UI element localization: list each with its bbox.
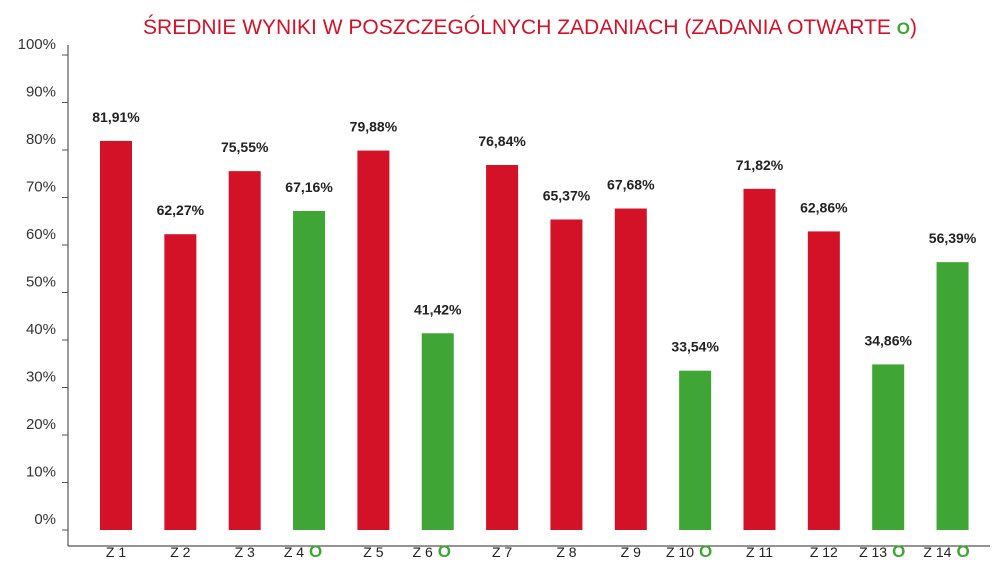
y-axis: 0% 10% 20% 30% 40% 50% 60% 70% 80% 90% 100% [18, 36, 69, 546]
category-label: Z 5 [363, 544, 383, 560]
y-tick-label: 100% [18, 36, 56, 53]
open-task-marker: O [438, 542, 451, 561]
category-label: Z 11 [746, 544, 773, 560]
data-label: 62,86% [800, 199, 848, 215]
bar-z-6 [421, 333, 454, 530]
open-task-marker: O [309, 542, 322, 561]
category-label: Z 10 O [666, 542, 712, 561]
data-label: 76,84% [478, 133, 526, 149]
data-label: 81,91% [92, 109, 140, 125]
bars-group [100, 140, 969, 531]
chart-title: ŚREDNIE WYNIKI W POSZCZEGÓLNYCH ZADANIAC… [143, 15, 917, 39]
data-label: 79,88% [350, 119, 398, 135]
y-tick-label: 0% [34, 511, 56, 528]
y-tick-label: 10% [26, 464, 56, 481]
bar-z-10 [679, 370, 712, 530]
data-label: 71,82% [736, 157, 784, 173]
chart-title-close: ) [910, 16, 917, 39]
category-label: Z 7 [492, 544, 512, 560]
data-label: 41,42% [414, 301, 462, 317]
y-tick-label: 50% [26, 274, 56, 291]
data-label: 65,37% [543, 187, 591, 203]
bar-z-1 [100, 140, 132, 531]
y-tick-label: 20% [26, 416, 56, 433]
open-task-marker: O [956, 542, 969, 561]
data-label: 34,86% [864, 332, 912, 348]
category-label: Z 9 [621, 544, 641, 560]
y-tick-label: 30% [26, 369, 56, 386]
y-tick-label: 80% [26, 131, 56, 148]
bar-z-2 [164, 234, 197, 530]
bar-z-7 [486, 165, 519, 530]
category-label: Z 2 [170, 544, 190, 560]
bar-z-14 [936, 262, 969, 530]
category-label: Z 8 [556, 544, 576, 560]
category-label: Z 1 [106, 544, 126, 560]
category-label: Z 14 O [923, 542, 969, 561]
bar-z-4 [293, 210, 326, 531]
category-label: Z 3 [235, 544, 255, 560]
chart-title-open-marker: O [897, 19, 910, 38]
data-labels-group: 81,91% 62,27% 75,55% 67,16% 79,88% 41,42% 76,8… [92, 109, 977, 355]
bar-z-9 [614, 208, 647, 530]
data-label: 56,39% [929, 230, 977, 246]
open-task-marker: O [699, 542, 712, 561]
bar-z-3 [228, 171, 261, 530]
category-label: Z 12 [810, 544, 838, 560]
data-label: 75,55% [221, 139, 269, 155]
y-tick-label: 60% [26, 226, 56, 243]
y-tick-label: 40% [26, 321, 56, 338]
open-task-marker: O [892, 542, 905, 561]
bar-z-8 [550, 219, 583, 530]
bar-z-11 [743, 188, 776, 531]
bar-z-13 [872, 364, 905, 530]
data-label: 67,16% [285, 179, 333, 195]
category-label: Z 13 O [859, 542, 905, 561]
y-tick-label: 70% [26, 179, 56, 196]
bar-z-12 [807, 231, 840, 531]
data-label: 67,68% [607, 177, 655, 193]
data-label: 62,27% [157, 202, 205, 218]
bar-z-5 [357, 150, 390, 530]
chart-title-main: ŚREDNIE WYNIKI W POSZCZEGÓLNYCH ZADANIAC… [143, 15, 897, 39]
y-tick-label: 90% [26, 84, 56, 101]
data-label: 33,54% [671, 339, 719, 355]
